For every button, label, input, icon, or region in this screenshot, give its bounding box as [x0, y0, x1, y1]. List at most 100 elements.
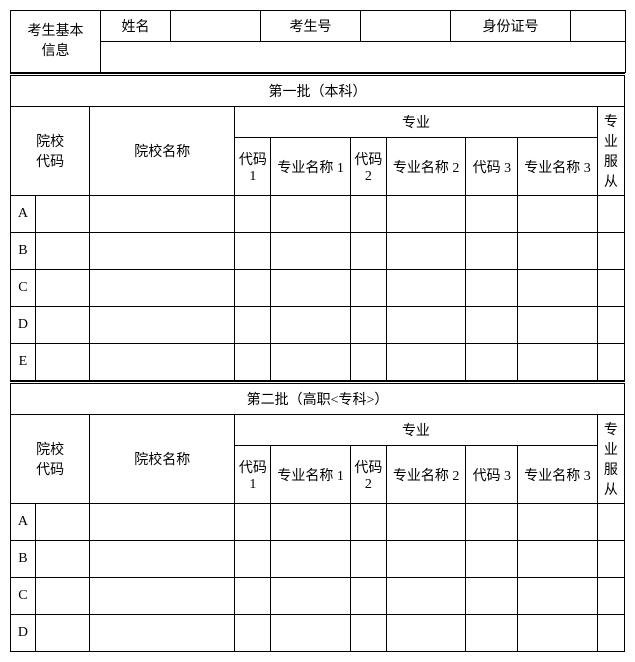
batch1-row: D: [11, 307, 625, 344]
batch2-code3-label: 代码 3: [466, 446, 518, 504]
batch2-code1[interactable]: [235, 504, 271, 541]
batch1-code2[interactable]: [350, 196, 386, 233]
batch2-school-code[interactable]: [35, 615, 89, 652]
exam-no-value[interactable]: [361, 11, 451, 42]
batch1-school-code[interactable]: [35, 233, 89, 270]
batch1-code2[interactable]: [350, 233, 386, 270]
batch2-code3[interactable]: [466, 541, 518, 578]
batch1-school-name[interactable]: [90, 196, 235, 233]
batch1-obey[interactable]: [597, 233, 624, 270]
batch2-code2[interactable]: [350, 541, 386, 578]
batch1-code1[interactable]: [235, 307, 271, 344]
name-label: 姓名: [101, 11, 171, 42]
batch1-code2[interactable]: [350, 270, 386, 307]
batch2-code1[interactable]: [235, 541, 271, 578]
batch2-code3[interactable]: [466, 504, 518, 541]
batch1-major1[interactable]: [271, 196, 350, 233]
batch1-code3[interactable]: [466, 233, 518, 270]
batch2-major2[interactable]: [386, 578, 465, 615]
batch2-row-letter: B: [11, 541, 36, 578]
batch1-row-letter: D: [11, 307, 36, 344]
batch2-obey[interactable]: [597, 615, 624, 652]
batch2-major1[interactable]: [271, 541, 350, 578]
batch2-major3[interactable]: [518, 504, 597, 541]
batch2-code2[interactable]: [350, 615, 386, 652]
id-no-value[interactable]: [571, 11, 626, 42]
batch2-major3[interactable]: [518, 541, 597, 578]
batch1-major1[interactable]: [271, 233, 350, 270]
batch2-school-code[interactable]: [35, 541, 89, 578]
batch2-code2[interactable]: [350, 504, 386, 541]
batch2-majors-label: 专业: [235, 415, 597, 446]
batch1-obey-label: 专业服从: [597, 107, 624, 196]
batch2-major2[interactable]: [386, 541, 465, 578]
batch2-row: C: [11, 578, 625, 615]
batch1-major2[interactable]: [387, 233, 466, 270]
batch1-school-code[interactable]: [35, 196, 89, 233]
batch2-obey[interactable]: [597, 504, 624, 541]
batch1-major3[interactable]: [518, 307, 597, 344]
batch1-code2[interactable]: [350, 307, 386, 344]
batch2-major3[interactable]: [518, 615, 597, 652]
batch2-major1[interactable]: [271, 578, 350, 615]
batch2-major3[interactable]: [518, 578, 597, 615]
batch2-code3[interactable]: [466, 578, 518, 615]
exam-no-label: 考生号: [261, 11, 361, 42]
batch1-code3[interactable]: [466, 270, 518, 307]
batch2-obey[interactable]: [597, 541, 624, 578]
batch1-code3[interactable]: [466, 344, 518, 381]
batch2-obey-label: 专业服从: [597, 415, 624, 504]
batch1-school-code[interactable]: [35, 344, 89, 381]
name-value[interactable]: [171, 11, 261, 42]
batch1-code3[interactable]: [466, 307, 518, 344]
batch2-major2[interactable]: [386, 504, 465, 541]
batch1-major3[interactable]: [518, 233, 597, 270]
batch2-school-name[interactable]: [90, 578, 235, 615]
batch1-school-name[interactable]: [90, 344, 235, 381]
batch1-major2[interactable]: [387, 344, 466, 381]
batch1-school-name[interactable]: [90, 270, 235, 307]
batch1-code3[interactable]: [466, 196, 518, 233]
batch1-major2[interactable]: [387, 307, 466, 344]
batch2-school-name[interactable]: [90, 615, 235, 652]
batch1-code1[interactable]: [235, 233, 271, 270]
batch1-row: E: [11, 344, 625, 381]
batch2-school-code[interactable]: [35, 578, 89, 615]
batch1-majors-label: 专业: [235, 107, 597, 138]
batch1-major1[interactable]: [271, 344, 350, 381]
batch2-code2[interactable]: [350, 578, 386, 615]
batch1-obey[interactable]: [597, 196, 624, 233]
batch2-major1[interactable]: [271, 615, 350, 652]
batch1-school-name[interactable]: [90, 307, 235, 344]
batch1-code1[interactable]: [235, 270, 271, 307]
batch2-code1[interactable]: [235, 578, 271, 615]
batch1-school-code[interactable]: [35, 270, 89, 307]
batch1-obey[interactable]: [597, 344, 624, 381]
batch2-school-code[interactable]: [35, 504, 89, 541]
batch1-major3-label: 专业名称 3: [518, 138, 597, 196]
batch2-code3[interactable]: [466, 615, 518, 652]
batch1-title: 第一批（本科）: [11, 75, 625, 107]
batch1-table: 第一批（本科） 院校代码 院校名称 专业 专业服从 代码1 专业名称 1 代码2…: [10, 73, 625, 381]
batch1-code2[interactable]: [350, 344, 386, 381]
batch2-school-name[interactable]: [90, 541, 235, 578]
batch1-code1[interactable]: [235, 344, 271, 381]
batch1-major1[interactable]: [271, 270, 350, 307]
batch2-major2[interactable]: [386, 615, 465, 652]
batch1-code1[interactable]: [235, 196, 271, 233]
batch2-obey[interactable]: [597, 578, 624, 615]
batch1-obey[interactable]: [597, 307, 624, 344]
batch1-major3[interactable]: [518, 270, 597, 307]
batch2-code1[interactable]: [235, 615, 271, 652]
batch2-code1-label: 代码1: [235, 446, 271, 504]
batch2-major1[interactable]: [271, 504, 350, 541]
batch1-major3[interactable]: [518, 344, 597, 381]
batch1-major1[interactable]: [271, 307, 350, 344]
batch1-major2[interactable]: [387, 196, 466, 233]
batch2-school-name[interactable]: [90, 504, 235, 541]
batch1-major3[interactable]: [518, 196, 597, 233]
batch1-major2[interactable]: [387, 270, 466, 307]
batch1-school-name[interactable]: [90, 233, 235, 270]
batch1-school-code[interactable]: [35, 307, 89, 344]
batch1-obey[interactable]: [597, 270, 624, 307]
